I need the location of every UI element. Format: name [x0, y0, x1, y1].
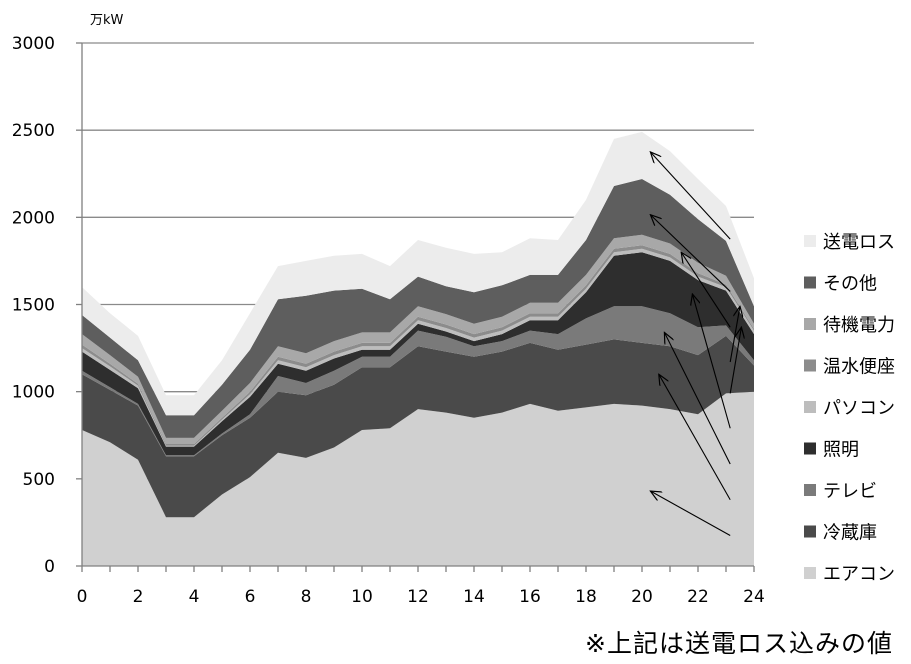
x-tick-label: 14: [463, 587, 485, 607]
x-tick-label: 8: [301, 587, 312, 607]
y-tick-label: 2000: [12, 208, 55, 228]
y-tick-label: 2500: [12, 121, 55, 141]
annotation-arrow: [659, 374, 731, 501]
area-series-テレビ: [82, 306, 754, 457]
legend-swatch: [804, 567, 816, 579]
legend-label: その他: [823, 274, 877, 295]
legend-swatch: [804, 401, 816, 413]
legend-swatch: [804, 276, 816, 289]
area-series-照明: [82, 252, 754, 456]
legend-label: 送電ロス: [823, 232, 895, 253]
y-tick-label: 3000: [12, 34, 55, 54]
x-tick-label: 6: [245, 587, 256, 607]
legend-label: 温水便座: [823, 357, 895, 378]
area-series-送電ロス: [82, 131, 754, 416]
annotation-arrow: [692, 294, 731, 429]
area-series-その他: [82, 179, 754, 438]
y-tick-label: 1000: [12, 383, 55, 403]
x-tick-label: 10: [351, 587, 373, 607]
legend-swatch: [804, 484, 816, 496]
annotation-arrow: [664, 332, 731, 465]
x-tick-label: 4: [189, 587, 200, 607]
y-tick-label: 1500: [12, 296, 55, 316]
y-unit-label: 万kW: [90, 13, 124, 28]
annotation-arrow: [650, 152, 731, 240]
x-tick-label: 16: [519, 587, 541, 607]
annotation-arrow: [681, 252, 731, 328]
annotation-arrow: [650, 491, 731, 536]
x-tick-label: 24: [743, 587, 765, 607]
legend-label: 待機電力: [823, 315, 895, 336]
legend-label: 照明: [823, 440, 859, 461]
legend-swatch: [804, 359, 816, 372]
legend-label: 冷蔵庫: [823, 523, 877, 544]
area-series-冷蔵庫: [82, 335, 754, 518]
x-tick-label: 20: [631, 587, 653, 607]
legend-swatch: [804, 318, 816, 330]
x-tick-label: 18: [575, 587, 597, 607]
annotation-arrow: [729, 327, 741, 394]
area-series-待機電力: [82, 234, 754, 444]
legend-label: パソコン: [823, 398, 895, 419]
footnote: ※上記は送電ロス込みの値: [585, 629, 893, 658]
x-tick-label: 0: [77, 587, 88, 607]
legend-swatch: [804, 235, 816, 247]
area-series-エアコン: [82, 391, 754, 566]
y-tick-label: 0: [44, 557, 55, 577]
legend-swatch: [804, 442, 816, 455]
x-tick-label: 22: [687, 587, 709, 607]
x-tick-label: 2: [133, 587, 144, 607]
legend-label: エアコン: [823, 564, 895, 585]
x-tick-label: 12: [407, 587, 429, 607]
legend-swatch: [804, 525, 816, 538]
y-tick-label: 500: [23, 470, 55, 490]
legend-label: テレビ: [823, 481, 877, 502]
